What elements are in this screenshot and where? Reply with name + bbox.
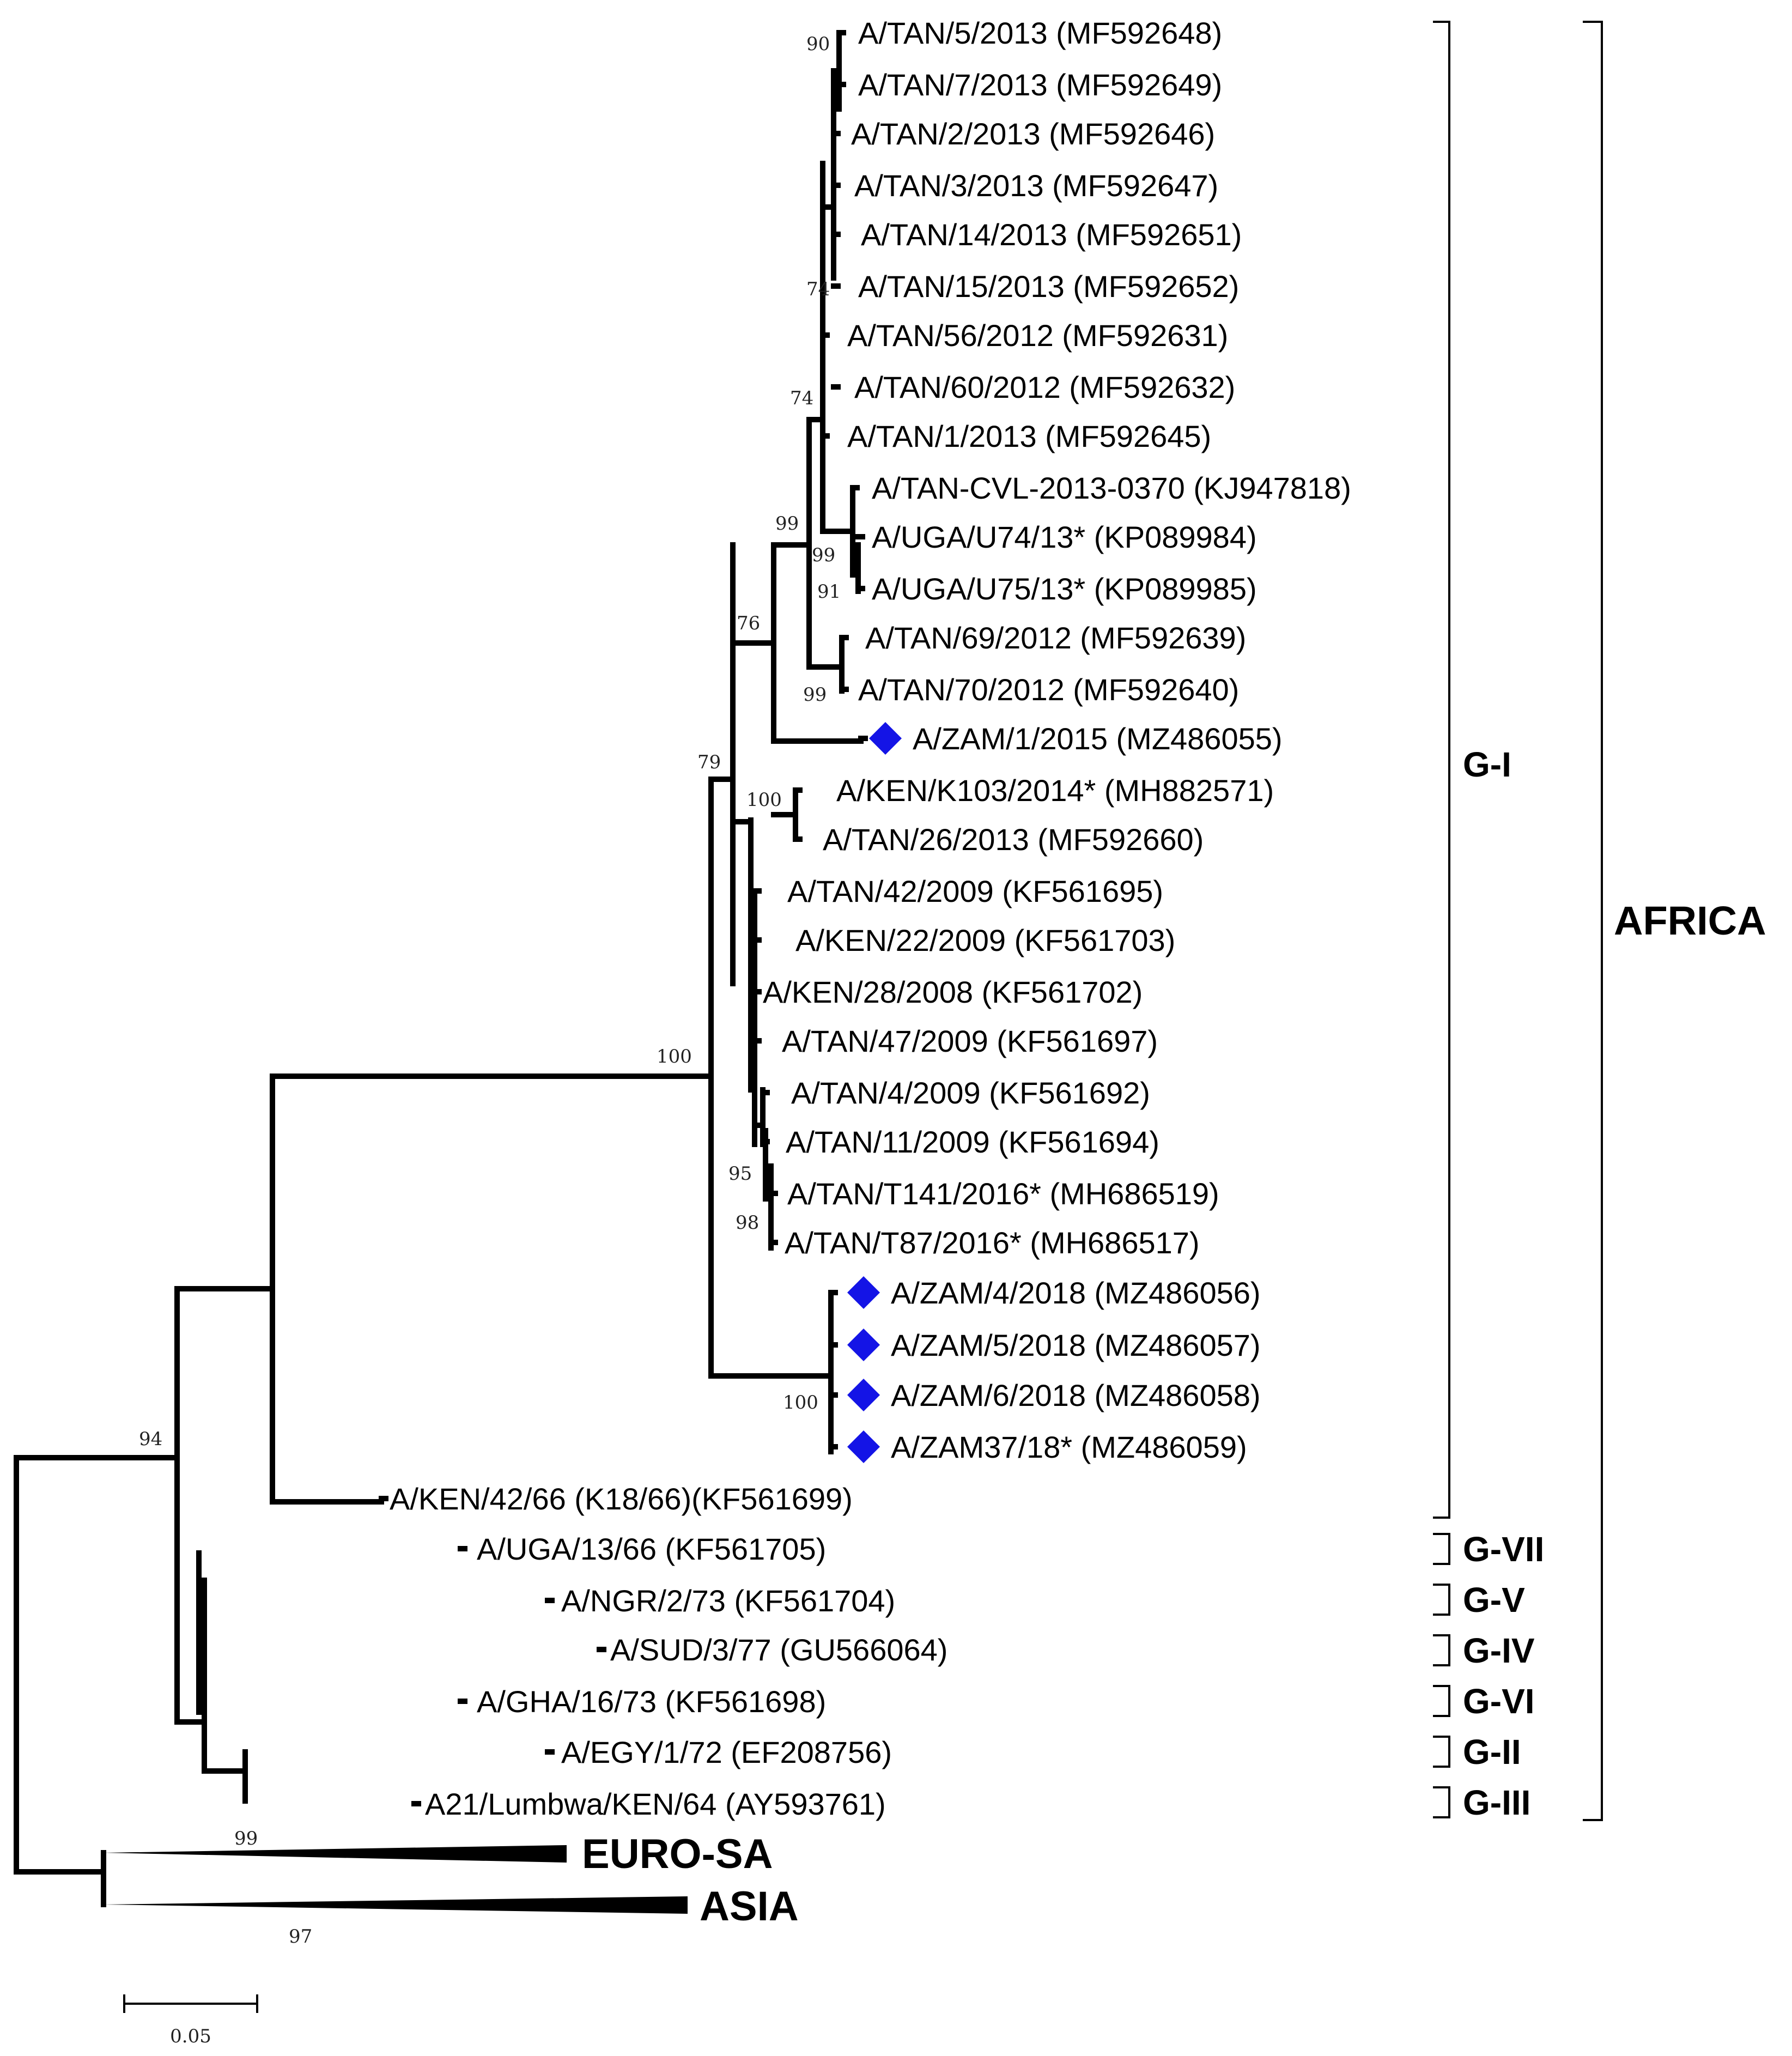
bracket-g-vi [1433, 1685, 1450, 1717]
clade-triangle-euro-sa [104, 1845, 567, 1863]
bootstrap-label: 90 [806, 33, 830, 55]
genotype-label-g-v: G-V [1463, 1580, 1525, 1620]
bootstrap-label: 99 [775, 513, 799, 535]
bootstrap-label: 100 [783, 1392, 818, 1414]
leaf-label: A/TAN-CVL-2013-0370 (KJ947818) [872, 471, 1351, 505]
genotype-label-g-ii: G-II [1463, 1732, 1521, 1772]
bootstrap-label: 99 [234, 1828, 258, 1849]
genotype-brackets: G-I G-VII G-V G-IV G-VI G-II G-III AFRIC… [1433, 21, 1766, 1822]
genotype-label-g-iv: G-IV [1463, 1631, 1535, 1670]
bootstrap-label: 95 [728, 1163, 752, 1185]
bootstrap-label: 99 [812, 544, 835, 566]
bracket-g-iv [1433, 1634, 1450, 1666]
leaf-label: A/KEN/28/2008 (KF561702) [763, 975, 1143, 1009]
bootstrap-label: 94 [139, 1428, 162, 1450]
scale-bar-label: 0.05 [170, 2025, 211, 2047]
leaf-label: A/TAN/2/2013 (MF592646) [851, 117, 1215, 151]
zambia-markers [847, 722, 902, 1463]
leaf-label: A/NGR/2/73 (KF561704) [561, 1584, 895, 1618]
bootstrap-label: 98 [736, 1212, 759, 1234]
leaf-label: A/TAN/5/2013 (MF592648) [858, 16, 1222, 50]
leaf-label: A/TAN/11/2009 (KF561694) [786, 1125, 1159, 1159]
leaf-label: A/GHA/16/73 (KF561698) [477, 1684, 826, 1719]
diamond-icon [869, 722, 902, 755]
diamond-icon [847, 1276, 880, 1309]
leaf-labels: A/TAN/5/2013 (MF592648) A/TAN/7/2013 (MF5… [379, 16, 1351, 1821]
genotype-label-g-i: G-I [1463, 745, 1511, 784]
bracket-g-ii [1433, 1736, 1450, 1768]
bootstrap-label: 74 [790, 387, 813, 409]
leaf-label: A/TAN/T87/2016* (MH686517) [785, 1226, 1200, 1260]
leaf-label: A/TAN/70/2012 (MF592640) [858, 672, 1239, 707]
bracket-africa [1583, 21, 1603, 1821]
leaf-label: A/KEN/K103/2014* (MH882571) [836, 773, 1274, 808]
leaf-label: A/TAN/14/2013 (MF592651) [861, 217, 1242, 252]
clade-label-euro-sa: EURO-SA [582, 1831, 773, 1877]
bootstrap-label: 76 [737, 612, 760, 634]
bootstrap-label: 74 [806, 278, 830, 300]
bootstrap-label: 97 [289, 1926, 312, 1948]
leaf-label: A/UGA/13/66 (KF561705) [477, 1532, 826, 1566]
clade-label-asia: ASIA [700, 1883, 799, 1930]
genotype-label-g-iii: G-III [1463, 1783, 1530, 1822]
leaf-label: A/UGA/U74/13* (KP089984) [872, 520, 1257, 554]
leaf-label: A/TAN/15/2013 (MF592652) [858, 269, 1239, 304]
clade-triangle-asia [104, 1896, 688, 1914]
scale-bar: 0.05 [123, 1994, 258, 2047]
leaf-label: A/TAN/26/2013 (MF592660) [823, 822, 1204, 857]
leaf-label: A/ZAM/5/2018 (MZ486057) [891, 1328, 1261, 1362]
leaf-label: A/TAN/4/2009 (KF561692) [791, 1076, 1150, 1110]
bootstrap-values: 90 74 74 99 99 91 99 76 79 100 100 95 98… [139, 33, 841, 1948]
diamond-icon [847, 1430, 880, 1463]
leaf-label: A/TAN/T141/2016* (MH686519) [787, 1176, 1219, 1211]
leaf-label: A/TAN/47/2009 (KF561697) [782, 1024, 1158, 1058]
tree-branches [14, 30, 864, 1914]
bootstrap-label: 91 [817, 581, 841, 603]
diamond-icon [847, 1379, 880, 1411]
genotype-label-g-vi: G-VI [1463, 1682, 1535, 1721]
bracket-g-i [1433, 21, 1450, 1519]
leaf-label: A/ZAM/1/2015 (MZ486055) [913, 721, 1283, 756]
leaf-label: A21/Lumbwa/KEN/64 (AY593761) [425, 1787, 886, 1821]
leaf-label: A/TAN/42/2009 (KF561695) [787, 874, 1163, 908]
region-label-africa: AFRICA [1614, 898, 1766, 943]
leaf-label: A/ZAM/6/2018 (MZ486058) [891, 1378, 1261, 1412]
leaf-label: A/KEN/42/66 (K18/66)(KF561699) [390, 1482, 853, 1516]
leaf-label: A/TAN/56/2012 (MF592631) [847, 318, 1228, 353]
bootstrap-label: 79 [697, 751, 721, 773]
leaf-label: A/SUD/3/77 (GU566064) [610, 1633, 947, 1667]
leaf-label: A/KEN/22/2009 (KF561703) [795, 923, 1175, 957]
leaf-label: A/TAN/7/2013 (MF592649) [858, 68, 1222, 102]
bootstrap-label: 100 [746, 789, 782, 811]
leaf-label: A/TAN/69/2012 (MF592639) [865, 621, 1246, 655]
leaf-label: A/EGY/1/72 (EF208756) [561, 1735, 892, 1769]
bootstrap-label: 100 [657, 1046, 692, 1068]
leaf-label: A/ZAM37/18* (MZ486059) [891, 1430, 1247, 1464]
leaf-label: A/ZAM/4/2018 (MZ486056) [891, 1276, 1261, 1310]
diamond-icon [847, 1329, 880, 1361]
leaf-label: A/UGA/U75/13* (KP089985) [872, 572, 1257, 606]
leaf-label: A/TAN/60/2012 (MF592632) [854, 370, 1235, 404]
bracket-g-vii [1433, 1533, 1450, 1565]
bracket-g-iii [1433, 1786, 1450, 1818]
leaf-label: A/TAN/1/2013 (MF592645) [847, 419, 1211, 453]
genotype-label-g-vii: G-VII [1463, 1530, 1544, 1569]
bracket-g-v [1433, 1584, 1450, 1616]
bootstrap-label: 99 [803, 684, 827, 706]
leaf-label: A/TAN/3/2013 (MF592647) [854, 168, 1218, 203]
